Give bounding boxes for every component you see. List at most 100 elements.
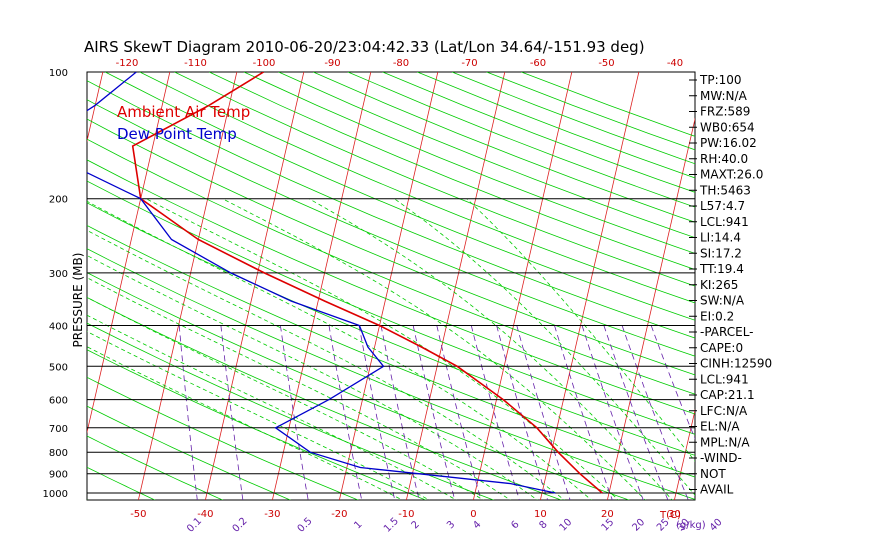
mixing-ratio-line bbox=[496, 325, 549, 500]
top-tick-label: -110 bbox=[184, 58, 207, 69]
stat-label: NOT bbox=[700, 467, 726, 481]
mixing-ratio-line bbox=[280, 325, 309, 500]
stat-label: -WIND- bbox=[700, 451, 742, 465]
mixing-ratio-tick-label: 4 bbox=[471, 519, 483, 531]
mixing-ratio-lines bbox=[178, 325, 695, 500]
top-tick-label: -70 bbox=[461, 58, 477, 69]
dry-adiabat-line bbox=[174, 72, 695, 287]
moist-adiabat-line bbox=[87, 277, 511, 500]
bottom-temp-tick-label: 30 bbox=[668, 509, 681, 520]
top-axis-tick-labels: -120 -110 -100 -90 -80 -70 -60 -50 -40 bbox=[116, 58, 684, 69]
stat-label: -PARCEL- bbox=[700, 325, 754, 339]
mixing-ratio-line bbox=[516, 325, 571, 500]
isotherm-line bbox=[808, 72, 870, 500]
dry-adiabat-line bbox=[87, 180, 695, 435]
moist-adiabat-line bbox=[87, 331, 430, 500]
moist-adiabat-line bbox=[308, 198, 673, 500]
bottom-temp-tick-label: 0 bbox=[470, 509, 476, 520]
moist-adiabat-line bbox=[87, 296, 484, 500]
isobar-lines bbox=[87, 198, 695, 494]
top-tick-label: -90 bbox=[324, 58, 340, 69]
pressure-tick-label: 600 bbox=[49, 396, 68, 407]
moist-adiabat-lines bbox=[87, 198, 695, 500]
stat-label: LFC:N/A bbox=[700, 404, 748, 418]
top-tick-label: -60 bbox=[530, 58, 546, 69]
mixing-ratio-line bbox=[178, 325, 198, 500]
moist-adiabat-line bbox=[222, 198, 646, 500]
isotherm-line bbox=[0, 72, 36, 500]
stat-label: SI:17.2 bbox=[700, 246, 742, 260]
ambient-temp-line bbox=[131, 72, 603, 494]
dry-adiabat-line bbox=[87, 118, 695, 376]
dry-adiabat-line bbox=[87, 80, 695, 339]
pressure-tick-label: 800 bbox=[49, 448, 68, 459]
pressure-tick-label: 300 bbox=[49, 269, 68, 280]
bottom-temp-tick-label: -30 bbox=[264, 509, 280, 520]
chart-title: AIRS SkewT Diagram 2010-06-20/23:04:42.3… bbox=[84, 38, 645, 56]
stat-label: TP:100 bbox=[699, 73, 742, 87]
bottom-temp-tick-label: -40 bbox=[197, 509, 213, 520]
isotherm-line bbox=[339, 72, 439, 500]
top-tick-label: -80 bbox=[393, 58, 409, 69]
stat-label: RH:40.0 bbox=[700, 152, 748, 166]
stat-label: AVAIL bbox=[700, 483, 734, 497]
stat-label: FRZ:589 bbox=[700, 105, 750, 119]
mixing-ratio-tick-label: 2 bbox=[410, 519, 422, 531]
mixing-ratio-line bbox=[554, 325, 613, 500]
isotherm-line bbox=[205, 72, 305, 500]
moist-adiabat-line bbox=[145, 198, 619, 500]
bottom-temp-tick-labels: -50 -40 -30 -20 -10 0 10 20 30 bbox=[130, 509, 681, 520]
mixing-ratio-tick-label: 3 bbox=[445, 519, 457, 531]
stat-label: L57:4.7 bbox=[700, 199, 745, 213]
dry-adiabat-line bbox=[87, 159, 695, 415]
dry-adiabat-line bbox=[105, 72, 695, 321]
isotherm-line bbox=[473, 72, 573, 500]
plot-frame bbox=[86, 71, 696, 501]
stat-label: MW:N/A bbox=[700, 89, 748, 103]
temp-unit-label: T(C) bbox=[659, 510, 681, 521]
mixing-ratio-tick-label: 40 bbox=[708, 517, 725, 534]
pressure-tick-label: 200 bbox=[49, 195, 68, 206]
pressure-tick-label: 1000 bbox=[43, 489, 68, 500]
stat-label: LCL:941 bbox=[700, 215, 749, 229]
bottom-temp-tick-label: 10 bbox=[534, 509, 547, 520]
stat-label: WB0:654 bbox=[700, 120, 755, 134]
stat-label: SW:N/A bbox=[700, 294, 745, 308]
top-tick-label: -120 bbox=[116, 58, 139, 69]
mixing-ratio-line bbox=[328, 325, 363, 500]
dry-adiabat-line bbox=[209, 72, 695, 270]
stat-label: LI:14.4 bbox=[700, 231, 741, 245]
top-tick-label: -50 bbox=[598, 58, 614, 69]
mixing-ratio-line bbox=[220, 325, 244, 500]
bottom-temp-tick-label: -10 bbox=[398, 509, 414, 520]
pressure-tick-labels: 100 200 300 400 500 600 700 800 900 1000 bbox=[43, 68, 68, 500]
mixing-ratio-line bbox=[412, 325, 456, 500]
mixing-ratio-tick-label: 0.5 bbox=[296, 516, 315, 535]
pressure-tick-label: 100 bbox=[49, 68, 68, 79]
stat-label: LCL:941 bbox=[700, 372, 749, 386]
mixing-ratio-tick-label: 1 bbox=[352, 519, 364, 531]
stat-label: TT:19.4 bbox=[699, 262, 744, 276]
isotherm-line bbox=[138, 72, 238, 500]
moist-adiabat-line bbox=[87, 346, 403, 500]
pressure-tick-label: 700 bbox=[49, 424, 68, 435]
top-tick-label: -100 bbox=[253, 58, 276, 69]
legend-ambient: Ambient Air Temp bbox=[117, 103, 250, 121]
stat-label: EI:0.2 bbox=[700, 309, 734, 323]
isotherm-line bbox=[87, 72, 171, 434]
stat-label: EL:N/A bbox=[700, 420, 740, 434]
mixing-ratio-line bbox=[358, 325, 396, 500]
stat-label: PW:16.02 bbox=[700, 136, 757, 150]
moist-adiabat-line bbox=[87, 229, 565, 500]
isotherm-line bbox=[406, 72, 506, 500]
top-tick-label: -40 bbox=[667, 58, 683, 69]
sounding-series bbox=[87, 72, 603, 494]
stat-label: KI:265 bbox=[700, 278, 738, 292]
moist-adiabat-line bbox=[87, 200, 592, 500]
mixing-ratio-tick-label: 20 bbox=[630, 517, 647, 534]
y-axis-label: PRESSURE (MB) bbox=[71, 253, 85, 348]
dry-adiabat-line bbox=[243, 72, 695, 254]
mixing-ratio-tick-label: 10 bbox=[558, 517, 575, 534]
legend-dewpoint: Dew Point Temp bbox=[117, 125, 237, 143]
